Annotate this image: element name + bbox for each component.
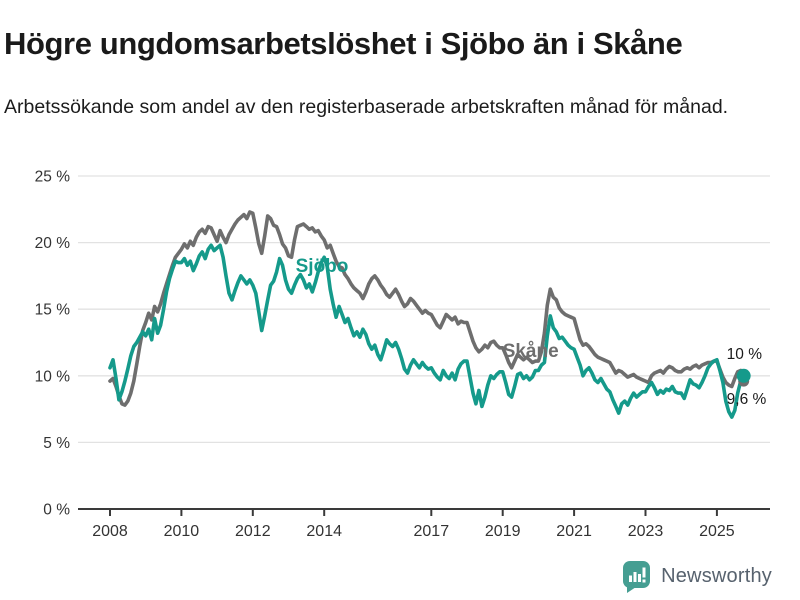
- x-tick-label: 2012: [235, 523, 271, 540]
- y-tick-label: 0 %: [43, 502, 70, 519]
- series-line-sjbo: [108, 243, 746, 419]
- y-tick-label: 20 %: [35, 235, 71, 252]
- line-chart: 0 % 5 % 10 % 15 % 20 % 25 % 2008 2010 2012 2014 20…: [0, 150, 800, 590]
- series-label-skne: Skåne: [503, 341, 559, 362]
- newsworthy-bubble-barchart-icon: [623, 561, 651, 593]
- x-tick-label: 2010: [164, 523, 200, 540]
- x-tick-label: 2023: [628, 523, 664, 540]
- x-tick-label: 2019: [485, 523, 521, 540]
- end-value-label-sjbo: 10 %: [727, 346, 763, 363]
- x-tick-label: 2017: [414, 523, 450, 540]
- chart-canvas: 0 % 5 % 10 % 15 % 20 % 25 % 2008 2010 2012 2014 20…: [35, 169, 770, 540]
- page-title: Högre ungdomsarbetslöshet i Sjöbo än i S…: [4, 25, 683, 61]
- chart-subtitle: Arbetssökande som andel av den registerb…: [4, 95, 729, 118]
- x-tick-label: 2014: [306, 523, 342, 540]
- series-label-sjbo: Sjöbo: [296, 256, 349, 277]
- x-tick-label: 2021: [556, 523, 592, 540]
- y-tick-label: 25 %: [35, 169, 71, 186]
- y-tick-label: 10 %: [35, 368, 71, 385]
- x-tick-label: 2008: [92, 523, 128, 540]
- y-tick-label: 5 %: [43, 435, 70, 452]
- brand-name: Newsworthy: [661, 564, 772, 587]
- end-dot-sjbo: [736, 368, 751, 383]
- y-tick-label: 15 %: [35, 302, 71, 319]
- series-line-skne: [108, 210, 746, 407]
- end-value-label-skne: 9,6 %: [727, 391, 767, 408]
- x-tick-label: 2025: [699, 523, 735, 540]
- newsworthy-logo: Newsworthy: [620, 559, 772, 593]
